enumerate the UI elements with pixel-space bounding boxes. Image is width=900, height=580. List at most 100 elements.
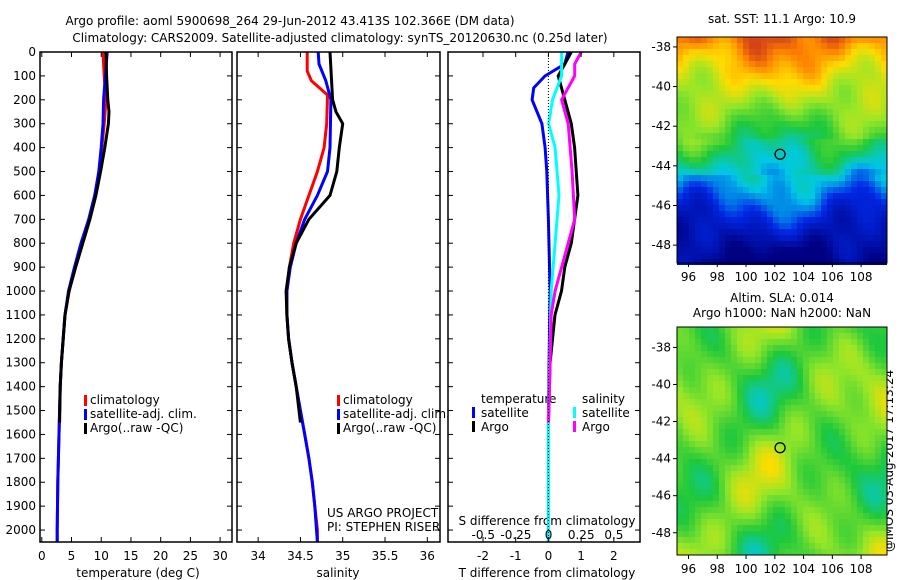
map-cell [809, 477, 815, 483]
map-cell [857, 471, 863, 477]
map-cell [881, 345, 887, 351]
map-cell [797, 351, 803, 357]
map-cell [815, 357, 821, 363]
map-cell [761, 399, 767, 405]
map-cell [797, 387, 803, 393]
map-cell [731, 429, 737, 435]
map-cell [767, 79, 773, 85]
map-cell [845, 447, 851, 453]
map-cell [869, 519, 875, 525]
map-cell [761, 217, 767, 223]
map-cell [731, 417, 737, 423]
map-cell [863, 339, 869, 345]
map-cell [761, 435, 767, 441]
map-cell [737, 85, 743, 91]
y-tick-label: 800 [13, 236, 36, 250]
map-cell [677, 73, 683, 79]
map-cell [863, 121, 869, 127]
map-cell [689, 145, 695, 151]
y-tick-label: 2000 [5, 523, 36, 537]
map-cell [755, 181, 761, 187]
map-cell [863, 43, 869, 49]
map-cell [875, 429, 881, 435]
map-cell [827, 247, 833, 253]
map-cell [743, 363, 749, 369]
map-cell [725, 199, 731, 205]
map-cell [863, 513, 869, 519]
map-cell [713, 115, 719, 121]
map-cell [779, 79, 785, 85]
map-cell [875, 79, 881, 85]
map-cell [851, 97, 857, 103]
map-cell [749, 549, 755, 555]
map-cell [785, 37, 791, 43]
map-cell [725, 489, 731, 495]
map-cell [857, 163, 863, 169]
map-cell [737, 211, 743, 217]
lon-tick-label: 106 [821, 562, 844, 576]
legend-label: satellite [481, 406, 529, 420]
map-cell [689, 393, 695, 399]
map-cell [845, 49, 851, 55]
map-cell [767, 241, 773, 247]
map-cell [827, 103, 833, 109]
map-cell [875, 351, 881, 357]
map-cell [773, 121, 779, 127]
legend-swatch-satellite [84, 409, 87, 420]
map-cell [881, 199, 887, 205]
map-cell [797, 357, 803, 363]
map-cell [743, 247, 749, 253]
map-cell [695, 49, 701, 55]
map-cell [743, 381, 749, 387]
map-cell [677, 79, 683, 85]
map-cell [719, 339, 725, 345]
map-cell [707, 393, 713, 399]
map-cell [857, 519, 863, 525]
map-cell [875, 223, 881, 229]
map-cell [701, 489, 707, 495]
map-cell [755, 351, 761, 357]
map-cell [881, 381, 887, 387]
map-cell [821, 357, 827, 363]
map-cell [863, 537, 869, 543]
map-cell [827, 49, 833, 55]
map-cell [725, 483, 731, 489]
map-cell [695, 253, 701, 259]
map-cell [785, 537, 791, 543]
map-cell [731, 441, 737, 447]
map-cell [881, 543, 887, 549]
map-cell [755, 519, 761, 525]
x-tick-label: 35 [335, 549, 350, 563]
map-cell [857, 247, 863, 253]
map-cell [815, 459, 821, 465]
map-cell [803, 145, 809, 151]
map-cell [815, 109, 821, 115]
map-cell [701, 67, 707, 73]
map-cell [737, 393, 743, 399]
map-cell [869, 181, 875, 187]
map-cell [707, 447, 713, 453]
map-cell [881, 411, 887, 417]
map-cell [755, 247, 761, 253]
map-cell [857, 151, 863, 157]
map-cell [677, 85, 683, 91]
map-cell [791, 157, 797, 163]
map-cell [875, 127, 881, 133]
map-cell [767, 169, 773, 175]
map-cell [881, 435, 887, 441]
map-cell [755, 429, 761, 435]
map-cell [803, 375, 809, 381]
map-cell [707, 145, 713, 151]
map-cell [743, 531, 749, 537]
map-cell [845, 363, 851, 369]
map-cell [809, 519, 815, 525]
map-cell [833, 357, 839, 363]
map-cell [749, 85, 755, 91]
map-cell [797, 85, 803, 91]
map-cell [809, 85, 815, 91]
map-cell [701, 447, 707, 453]
map-cell [779, 429, 785, 435]
map-cell [713, 465, 719, 471]
map-cell [779, 247, 785, 253]
map-cell [839, 139, 845, 145]
